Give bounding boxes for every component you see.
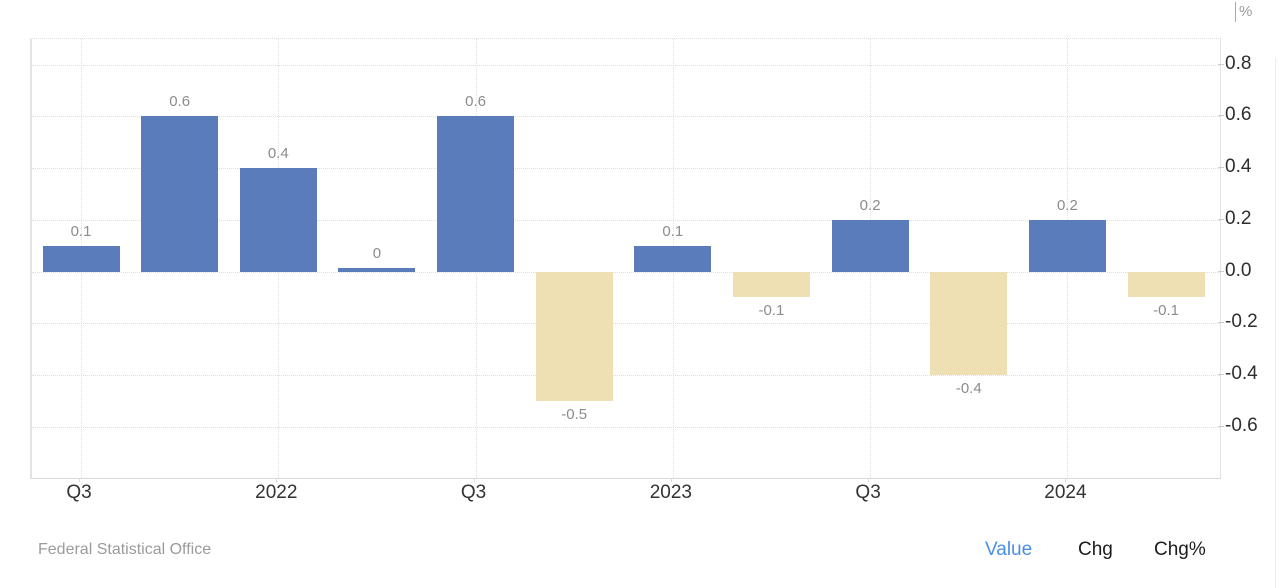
bar-value-label: -0.5 [561, 405, 588, 423]
bar[interactable] [535, 271, 613, 401]
y-axis-tick [1218, 374, 1224, 375]
y-axis-label: -0.6 [1225, 414, 1258, 436]
bar-value-label: 0.6 [465, 93, 486, 111]
y-axis-label: 0.6 [1225, 104, 1252, 126]
h-gridline [32, 219, 1220, 221]
bar-value-label: 0 [372, 244, 382, 262]
bar-value-label: -0.1 [1153, 302, 1179, 320]
bar-value-label: 0.2 [859, 196, 881, 214]
bar[interactable] [930, 271, 1008, 375]
x-axis-tick [473, 478, 475, 482]
plot-area: 0.1 0.6 0.4 0 0.6 -0.5 0.1 -0.1 0.2 -0.4 0.2 -0.1 [30, 38, 1221, 479]
h-gridline [32, 116, 1220, 118]
bar[interactable] [732, 271, 810, 298]
y-axis-tick [1218, 167, 1224, 168]
x-axis-label: Q3 [855, 482, 881, 503]
x-axis-tick [868, 478, 870, 482]
y-axis-label: -0.4 [1225, 363, 1258, 384]
h-gridline [32, 271, 1220, 273]
source-label: Federal Statistical Office [38, 541, 212, 558]
bar[interactable] [141, 116, 219, 272]
y-axis-tick [1218, 322, 1224, 324]
bar[interactable] [42, 245, 120, 272]
bar-value-label: -0.1 [758, 302, 785, 320]
bar[interactable] [239, 168, 317, 272]
x-axis-tick [670, 478, 672, 482]
bar[interactable] [634, 245, 712, 272]
h-gridline [32, 168, 1220, 169]
x-axis-label: Q3 [66, 482, 92, 503]
tab-chg-percent[interactable]: Chg% [1154, 539, 1206, 560]
bar[interactable] [437, 116, 515, 272]
bar-value-label: 0.2 [1056, 196, 1078, 214]
y-axis-label: 0.8 [1225, 52, 1252, 74]
bar[interactable] [831, 219, 909, 272]
x-axis-label: Q3 [460, 482, 487, 503]
x-axis-label: 2023 [649, 482, 692, 503]
tab-value[interactable]: Value [985, 539, 1033, 560]
bar[interactable] [1028, 219, 1106, 272]
y-axis-label: 0.4 [1225, 156, 1252, 177]
bar[interactable] [338, 267, 416, 272]
right-divider [1275, 58, 1276, 588]
x-axis-label: 2022 [255, 482, 298, 503]
y-axis-unit-label: % [1235, 2, 1252, 22]
y-axis-tick [1218, 425, 1224, 427]
y-axis-label: -0.2 [1225, 311, 1258, 333]
bar[interactable] [1127, 271, 1205, 298]
bar-value-label: 0.1 [662, 222, 684, 240]
tab-chg[interactable]: Chg [1078, 539, 1113, 560]
y-axis-label: 0.0 [1225, 259, 1252, 281]
h-gridline [32, 426, 1220, 428]
x-axis-tick [79, 478, 80, 482]
h-gridline [32, 375, 1220, 376]
bar-value-label: 0.6 [169, 93, 191, 111]
x-axis-tick [276, 478, 278, 482]
x-axis-label: 2024 [1044, 482, 1087, 503]
y-axis-tick [1218, 270, 1224, 272]
y-axis-tick [1218, 63, 1224, 65]
bar-value-label: 0.1 [70, 222, 92, 240]
y-axis-tick [1218, 115, 1224, 117]
y-axis-label: 0.2 [1225, 207, 1252, 229]
y-axis-tick [1218, 218, 1224, 220]
h-gridline [32, 64, 1220, 66]
bar-value-label: -0.4 [955, 380, 982, 397]
x-axis-tick [1065, 478, 1067, 482]
h-gridline [32, 323, 1220, 325]
bar-value-label: 0.4 [267, 145, 289, 162]
